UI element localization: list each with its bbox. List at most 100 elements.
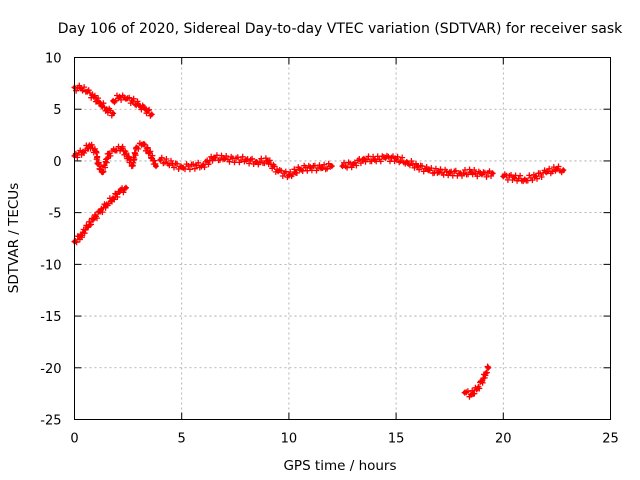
series-track-upper-arc-b [110,92,155,119]
y-tick-label: 5 [53,103,61,118]
data-point [286,173,292,178]
data-point [475,386,480,391]
data-point [462,390,467,395]
data-point [106,151,112,156]
data-point [98,100,103,106]
data-point [351,161,356,167]
data-point [483,370,489,376]
data-point [340,163,345,169]
y-tick-label: 10 [45,52,62,67]
y-tick-label: -5 [49,207,62,222]
data-point [254,159,259,165]
x-tick-label: 20 [495,432,512,447]
data-point [200,162,206,168]
y-tick-label: -10 [40,258,61,273]
data-point [110,195,116,201]
data-point [318,165,324,171]
data-point [147,150,152,155]
data-point [490,171,495,176]
data-point [275,169,281,174]
x-tick-label: 15 [388,432,405,447]
data-point [91,216,96,222]
data-point [554,167,560,172]
data-point [179,164,184,170]
data-point [308,164,313,170]
data-point [468,170,474,175]
series-track-late [500,163,567,185]
y-axis-label: SDTVAR / TECUs [6,183,22,293]
data-point [265,158,270,164]
data-point [522,177,527,182]
data-point [486,365,491,370]
data-point [87,143,92,148]
data-point [104,107,109,112]
tick-labels-layer: 0 5 10 15 20 25 -25 -20 -15 -10 -5 0 5 10 [40,52,619,447]
data-point [211,155,217,161]
data-point [85,89,90,94]
data-point [479,172,485,177]
data-point [130,98,135,104]
data-point [447,170,452,175]
data-point [91,94,96,100]
data-point [468,392,474,397]
data-point [501,174,506,179]
data-point [479,379,485,384]
data-point [372,157,377,163]
data-point [110,111,116,116]
data-point [222,156,227,162]
data-point [117,94,122,100]
y-tick-label: -15 [40,310,61,325]
data-point [95,161,101,167]
x-tick-label: 5 [178,432,186,447]
data-point [123,96,129,102]
data-point [130,162,135,168]
data-point [361,156,367,162]
data-point [93,149,99,154]
data-point [143,107,148,112]
plot-frame [74,57,611,420]
x-tick-label: 10 [281,432,298,447]
x-tick-label: 0 [70,432,78,447]
data-point [149,112,154,117]
series-track-midday [339,152,496,180]
data-point [140,142,146,147]
data-point [533,174,538,179]
data-point [436,170,442,175]
data-point [543,170,549,175]
data-point [243,157,249,163]
data-marks-layer [71,82,567,400]
series-track-rising-arc [71,184,129,246]
data-point [153,163,159,169]
y-tick-label: 0 [53,155,61,170]
data-point [136,102,142,108]
data-point [100,170,105,175]
data-point [104,202,109,207]
y-tick-label: -20 [40,362,61,377]
data-point [426,168,431,173]
data-point [297,167,302,172]
series-track-main-band [157,152,335,181]
data-point [98,209,103,214]
x-axis-label: GPS time / hours [283,458,396,474]
data-point [117,189,122,195]
data-point [119,146,124,151]
data-point [383,155,388,161]
data-point [158,157,163,163]
data-point [134,145,139,150]
data-point [404,159,410,165]
data-point [458,171,463,176]
chart-title: Day 106 of 2020, Sidereal Day-to-day VTE… [58,21,623,37]
data-point [78,86,84,91]
data-point [393,156,399,162]
series-track-dip [461,363,492,400]
grid-layer [74,57,611,420]
y-tick-label: -25 [40,414,61,429]
data-point [329,163,334,169]
data-point [78,233,84,238]
data-point [125,154,131,159]
data-point [113,148,118,153]
data-point [85,224,90,230]
data-point [415,163,420,169]
